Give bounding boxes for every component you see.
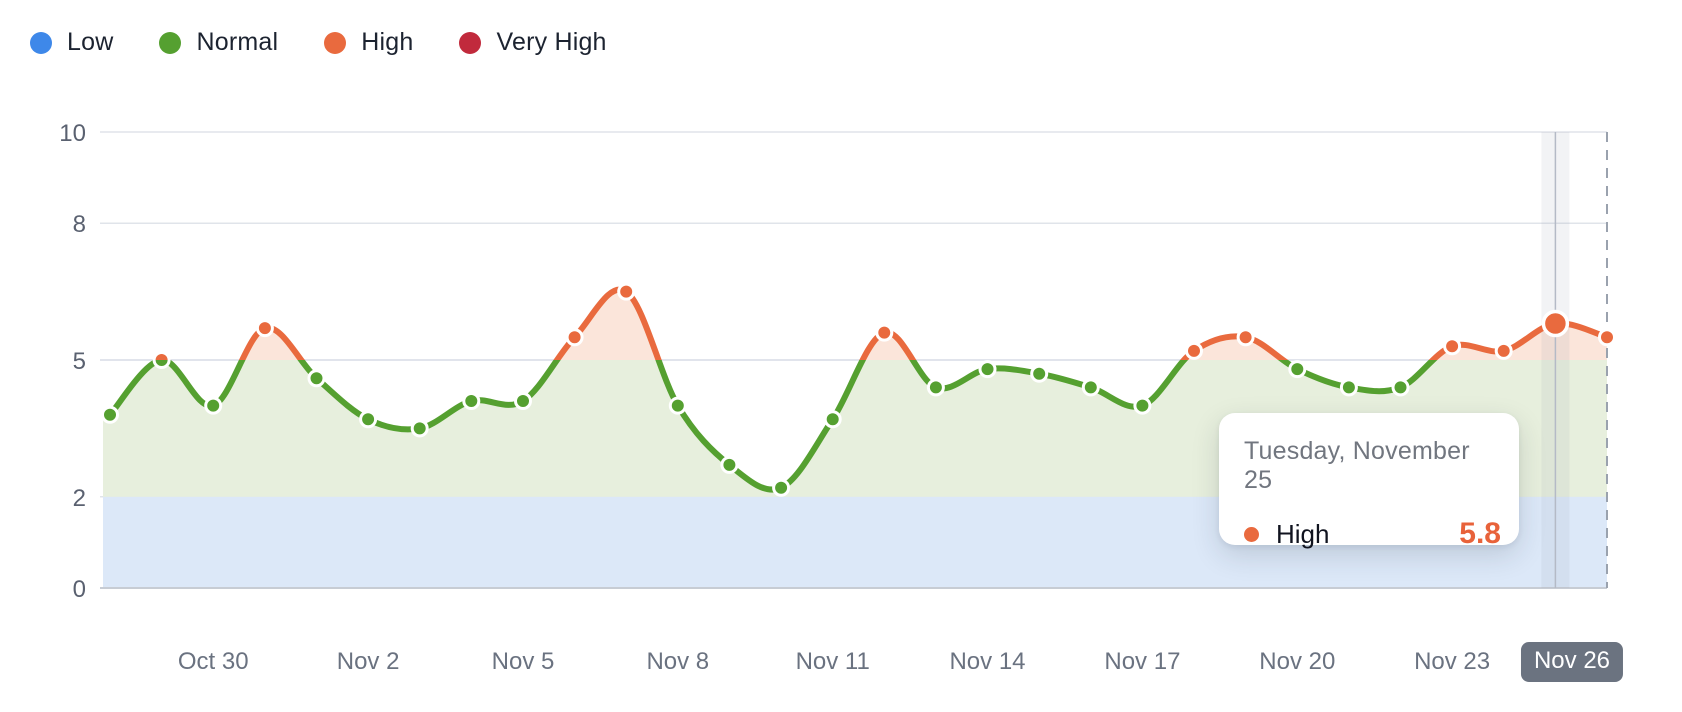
y-tick-label: 8: [73, 211, 86, 238]
legend-label: Normal: [196, 28, 279, 56]
data-point[interactable]: [1598, 328, 1616, 347]
data-point[interactable]: [410, 419, 429, 438]
legend-item-high[interactable]: High: [324, 28, 413, 57]
tooltip-series-row: High 5.8: [1244, 517, 1501, 551]
data-point[interactable]: [565, 328, 584, 347]
data-point[interactable]: [514, 392, 532, 410]
y-tick-label: 0: [73, 576, 86, 603]
legend-label: High: [361, 28, 414, 56]
legend-item-very-high[interactable]: Very High: [459, 28, 606, 57]
data-point[interactable]: [1133, 396, 1152, 415]
x-tick-label: Nov 5: [492, 648, 555, 675]
data-point[interactable]: [1339, 378, 1358, 397]
data-point[interactable]: [617, 282, 636, 301]
data-point[interactable]: [152, 351, 171, 369]
data-point[interactable]: [1443, 337, 1462, 356]
x-tick-label: Nov 11: [796, 648, 870, 675]
data-point[interactable]: [926, 378, 945, 397]
data-point[interactable]: [1288, 360, 1307, 379]
x-tick-label: Nov 23: [1414, 648, 1490, 675]
data-point[interactable]: [772, 478, 791, 497]
selected-date-badge-label: Nov 26: [1533, 647, 1611, 674]
data-point[interactable]: [101, 405, 119, 424]
data-point[interactable]: [1391, 378, 1410, 397]
data-point[interactable]: [307, 369, 326, 388]
data-point[interactable]: [255, 319, 274, 338]
data-point[interactable]: [204, 396, 223, 415]
legend-label: Very High: [496, 28, 607, 56]
data-point[interactable]: [1494, 341, 1513, 360]
data-point[interactable]: [1185, 341, 1203, 360]
very-high-dot-icon: [459, 31, 482, 54]
low-dot-icon: [30, 31, 52, 54]
x-tick-label: Oct 30: [178, 648, 249, 675]
data-point[interactable]: [823, 410, 842, 429]
data-point[interactable]: [875, 323, 894, 342]
data-point[interactable]: [1030, 364, 1049, 383]
x-tick-label: Nov 17: [1104, 648, 1180, 675]
tooltip-series-dot-icon: [1244, 526, 1259, 542]
tooltip-date: Tuesday, November 25: [1244, 437, 1470, 494]
data-point[interactable]: [1236, 328, 1255, 347]
legend: Low Normal High Very High: [30, 28, 607, 57]
data-point[interactable]: [1081, 378, 1100, 397]
y-tick-label: 5: [73, 348, 86, 375]
y-tick-label: 2: [73, 485, 86, 512]
tooltip: Tuesday, November 25 High 5.8: [1219, 413, 1519, 550]
selected-date-badge: Nov 26: [1520, 642, 1624, 682]
highlighted-data-point[interactable]: [1541, 309, 1570, 338]
legend-item-normal[interactable]: Normal: [159, 28, 278, 57]
tooltip-series-label: High: [1276, 518, 1330, 549]
data-point[interactable]: [720, 455, 739, 474]
data-point[interactable]: [668, 396, 687, 415]
legend-item-low[interactable]: Low: [30, 28, 113, 57]
x-tick-label: Nov 2: [337, 648, 400, 675]
x-tick-label: Nov 20: [1259, 648, 1335, 675]
tooltip-value: 5.8: [1459, 517, 1501, 550]
data-point[interactable]: [359, 410, 378, 429]
data-point[interactable]: [978, 360, 997, 379]
x-tick-label: Nov 8: [646, 648, 709, 675]
data-point[interactable]: [462, 392, 481, 410]
normal-dot-icon: [159, 31, 182, 54]
high-dot-icon: [324, 31, 347, 54]
y-tick-label: 10: [59, 120, 86, 147]
legend-label: Low: [67, 28, 114, 56]
x-tick-label: Nov 14: [949, 648, 1025, 675]
